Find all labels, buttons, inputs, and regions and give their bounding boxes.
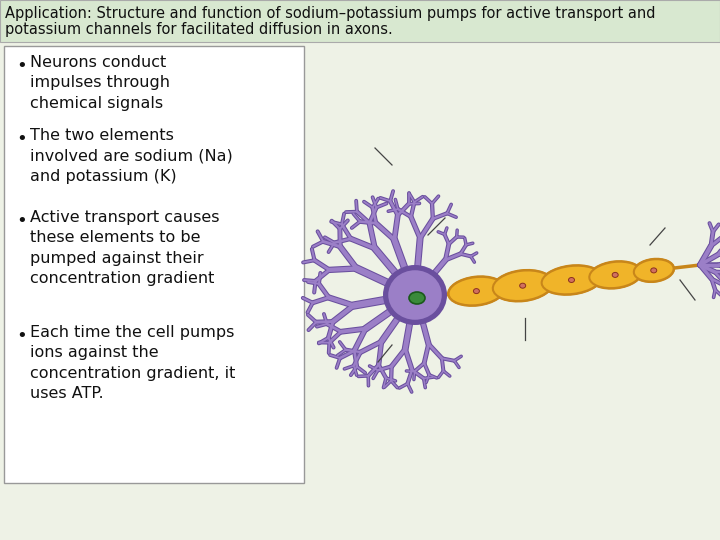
Ellipse shape (387, 269, 443, 321)
Text: •: • (16, 130, 27, 148)
Ellipse shape (447, 275, 505, 307)
Ellipse shape (590, 262, 641, 288)
Text: •: • (16, 327, 27, 345)
Ellipse shape (474, 288, 480, 294)
Text: •: • (16, 212, 27, 230)
Ellipse shape (612, 272, 618, 278)
Text: potassium channels for facilitated diffusion in axons.: potassium channels for facilitated diffu… (5, 22, 392, 37)
Text: Active transport causes
these elements to be
pumped against their
concentration : Active transport causes these elements t… (30, 210, 220, 286)
Ellipse shape (541, 266, 601, 294)
Ellipse shape (449, 277, 504, 306)
Ellipse shape (651, 268, 657, 273)
Ellipse shape (540, 264, 603, 296)
FancyBboxPatch shape (4, 46, 304, 483)
Text: Application: Structure and function of sodium–potassium pumps for active transpo: Application: Structure and function of s… (5, 6, 655, 21)
Ellipse shape (492, 271, 552, 301)
Ellipse shape (409, 292, 425, 304)
Ellipse shape (634, 259, 674, 281)
Ellipse shape (632, 258, 675, 283)
Ellipse shape (588, 260, 642, 289)
Ellipse shape (491, 269, 554, 302)
Ellipse shape (383, 265, 447, 325)
Ellipse shape (520, 283, 526, 288)
Text: Neurons conduct
impulses through
chemical signals: Neurons conduct impulses through chemica… (30, 55, 170, 111)
Text: Each time the cell pumps
ions against the
concentration gradient, it
uses ATP.: Each time the cell pumps ions against th… (30, 325, 235, 401)
Text: The two elements
involved are sodium (Na)
and potassium (K): The two elements involved are sodium (Na… (30, 128, 233, 184)
Ellipse shape (569, 278, 575, 282)
Text: •: • (16, 57, 27, 75)
FancyBboxPatch shape (0, 0, 720, 42)
